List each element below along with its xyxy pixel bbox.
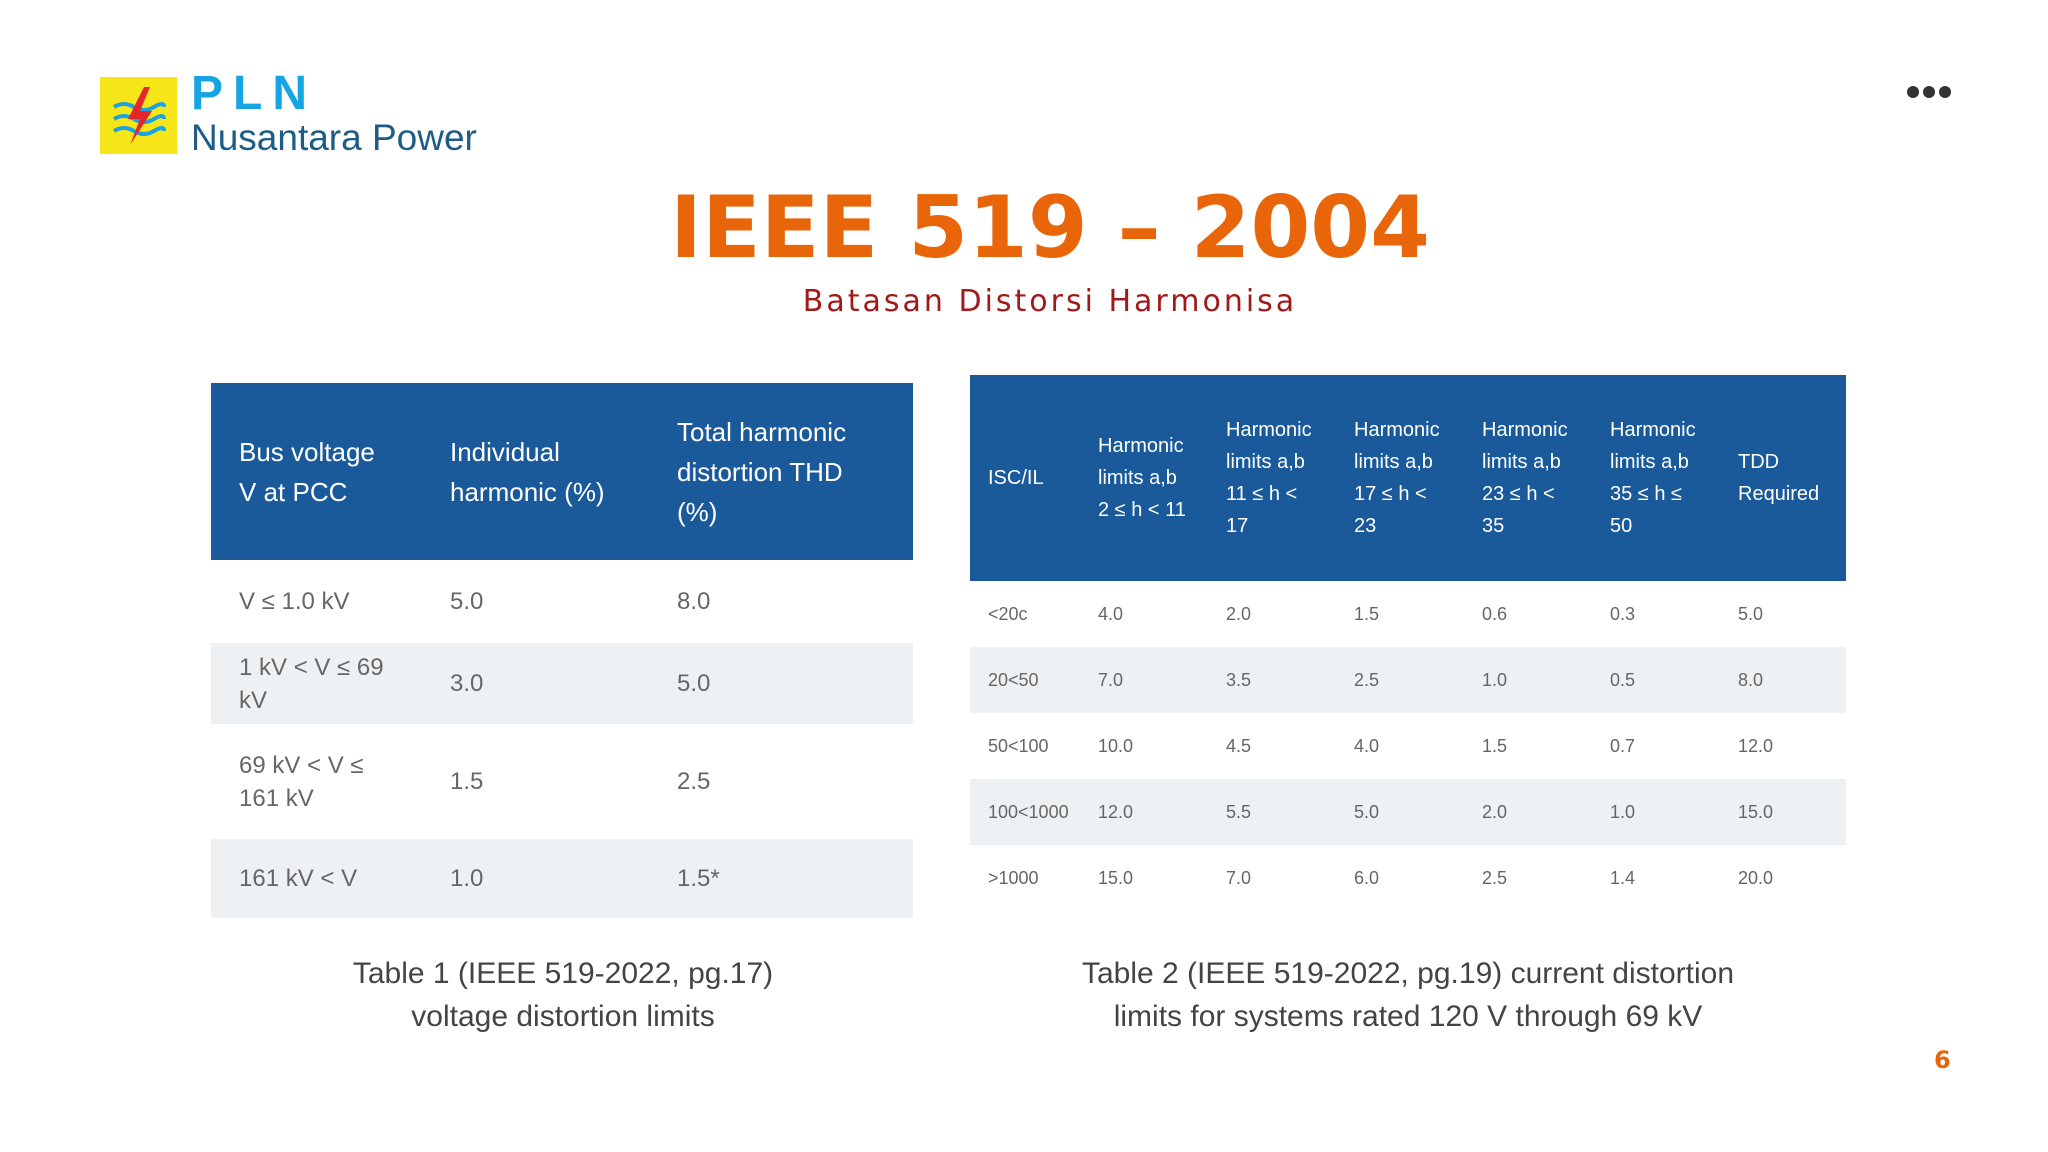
table-cell: V ≤ 1.0 kV xyxy=(239,588,350,615)
table-cell: 5.0 xyxy=(450,588,484,615)
table-cell: 0.3 xyxy=(1610,603,1636,624)
logo-subbrand: Nusantara Power xyxy=(191,117,477,158)
table-cell: 0.5 xyxy=(1592,647,1720,713)
table-row: 50<100 10.0 4.5 4.0 1.5 0.7 12.0 xyxy=(970,713,1846,779)
table-cell: 15.0 xyxy=(1720,779,1846,845)
table-cell: 4.5 xyxy=(1226,735,1252,756)
caption-line: Table 1 (IEEE 519-2022, pg.17) xyxy=(352,957,774,990)
page-number: 6 xyxy=(1934,1046,1951,1074)
table-cell: 7.0 xyxy=(1080,647,1208,713)
table-cell: 10.0 xyxy=(1098,735,1134,756)
table-cell: <20c xyxy=(988,603,1028,624)
table-cell: 1.0 xyxy=(1464,647,1592,713)
current-table: ISC/IL Harmonic limits a,b 2 ≤ h < 11 Harm… xyxy=(970,375,1846,911)
table-row: 161 kV < V 1.0 1.5* xyxy=(211,839,913,918)
table-cell: 6.0 xyxy=(1354,867,1380,888)
subtitle: Batasan Distorsi Harmonisa xyxy=(802,284,1298,319)
table-cell: 1.4 xyxy=(1610,867,1636,888)
table-cell: 8.0 xyxy=(1720,647,1846,713)
table-row: V ≤ 1.0 kV 5.0 8.0 xyxy=(211,560,913,643)
header-cell: Harmonic limits a,b 23 ≤ h < 35 xyxy=(1464,375,1592,581)
table-cell: 8.0 xyxy=(677,588,711,615)
table-cell: 2.5 xyxy=(1336,647,1464,713)
caption-line: limits for systems rated 120 V through 6… xyxy=(1113,1000,1703,1033)
header-cell: TDD Required xyxy=(1720,375,1846,581)
table-cell: 0.6 xyxy=(1482,603,1508,624)
table-cell: 7.0 xyxy=(1226,867,1252,888)
table-row: 1 kV < V ≤ 69 kV 3.0 5.0 xyxy=(211,643,913,724)
table-cell: 100<1000 xyxy=(970,779,1080,845)
table-cell: 5.5 xyxy=(1208,779,1336,845)
table-cell: >1000 xyxy=(988,867,1039,888)
header-cell: Harmonic limits a,b 35 ≤ h ≤ 50 xyxy=(1592,375,1720,581)
header-cell: Harmonic limits a,b 2 ≤ h < 11 xyxy=(1080,375,1208,581)
table-cell: 2.5 xyxy=(677,768,711,795)
menu-button[interactable] xyxy=(1905,82,1955,102)
header-cell: Bus voltage V at PCC xyxy=(211,383,422,560)
table-cell: 69 kV < V ≤ 161 kV xyxy=(239,751,364,812)
table-cell: 15.0 xyxy=(1098,867,1134,888)
title: IEEE 519 – 2004 xyxy=(670,178,1430,278)
table-cell: 50<100 xyxy=(988,735,1049,756)
table-cell: 20<50 xyxy=(970,647,1080,713)
table-cell: 5.0 xyxy=(649,643,913,724)
table-cell: 2.5 xyxy=(1482,867,1508,888)
table-cell: 3.0 xyxy=(422,643,649,724)
table-cell: 12.0 xyxy=(1080,779,1208,845)
header-cell: Total harmonic distortion THD (%) xyxy=(649,383,913,560)
logo-brand: PLN xyxy=(191,67,317,120)
caption-line: voltage distortion limits xyxy=(411,1000,715,1033)
table-cell: 0.7 xyxy=(1610,735,1636,756)
table-cell: 1.0 xyxy=(422,839,649,918)
caption-line: Table 2 (IEEE 519-2022, pg.19) current d… xyxy=(1081,957,1735,990)
logo-icon xyxy=(100,77,177,154)
table-cell: 2.0 xyxy=(1464,779,1592,845)
table-cell: 1.5* xyxy=(649,839,913,918)
table-cell: 5.0 xyxy=(1336,779,1464,845)
logo-mark xyxy=(112,87,166,145)
table-cell: 12.0 xyxy=(1738,735,1774,756)
table-cell: 20.0 xyxy=(1738,867,1774,888)
table-cell: 4.0 xyxy=(1098,603,1124,624)
table-cell: 1.5 xyxy=(1354,603,1380,624)
table-row: <20c 4.0 2.0 1.5 0.6 0.3 5.0 xyxy=(970,581,1846,647)
voltage-table: Bus voltage V at PCC Individual harmonic … xyxy=(211,383,913,918)
table-row: 69 kV < V ≤ 161 kV 1.5 2.5 xyxy=(211,724,913,839)
header-cell: Individual harmonic (%) xyxy=(422,383,649,560)
table-cell: 1.0 xyxy=(1592,779,1720,845)
table-row: 100<1000 12.0 5.5 5.0 2.0 1.0 15.0 xyxy=(970,779,1846,845)
table-cell: 1 kV < V ≤ 69 kV xyxy=(211,643,422,724)
header-row: Bus voltage V at PCC Individual harmonic … xyxy=(211,383,913,560)
table-row: >1000 15.0 7.0 6.0 2.5 1.4 20.0 xyxy=(970,845,1846,911)
table-cell: 5.0 xyxy=(1738,603,1764,624)
table-cell: 1.5 xyxy=(1482,735,1508,756)
table-cell: 4.0 xyxy=(1354,735,1380,756)
header-row: ISC/IL Harmonic limits a,b 2 ≤ h < 11 Harm… xyxy=(970,375,1846,581)
header-cell: ISC/IL xyxy=(970,375,1080,581)
table-row: 20<50 7.0 3.5 2.5 1.0 0.5 8.0 xyxy=(970,647,1846,713)
table-cell: 1.5 xyxy=(450,768,484,795)
table-cell: 3.5 xyxy=(1208,647,1336,713)
table-cell: 2.0 xyxy=(1226,603,1252,624)
caption: Table 2 (IEEE 519-2022, pg.19) current d… xyxy=(958,952,1858,1038)
table-cell: 161 kV < V xyxy=(211,839,422,918)
header-cell: Harmonic limits a,b 17 ≤ h < 23 xyxy=(1336,375,1464,581)
caption: Table 1 (IEEE 519-2022, pg.17) voltage di… xyxy=(113,952,1013,1038)
header-cell: Harmonic limits a,b 11 ≤ h < 17 xyxy=(1208,375,1336,581)
